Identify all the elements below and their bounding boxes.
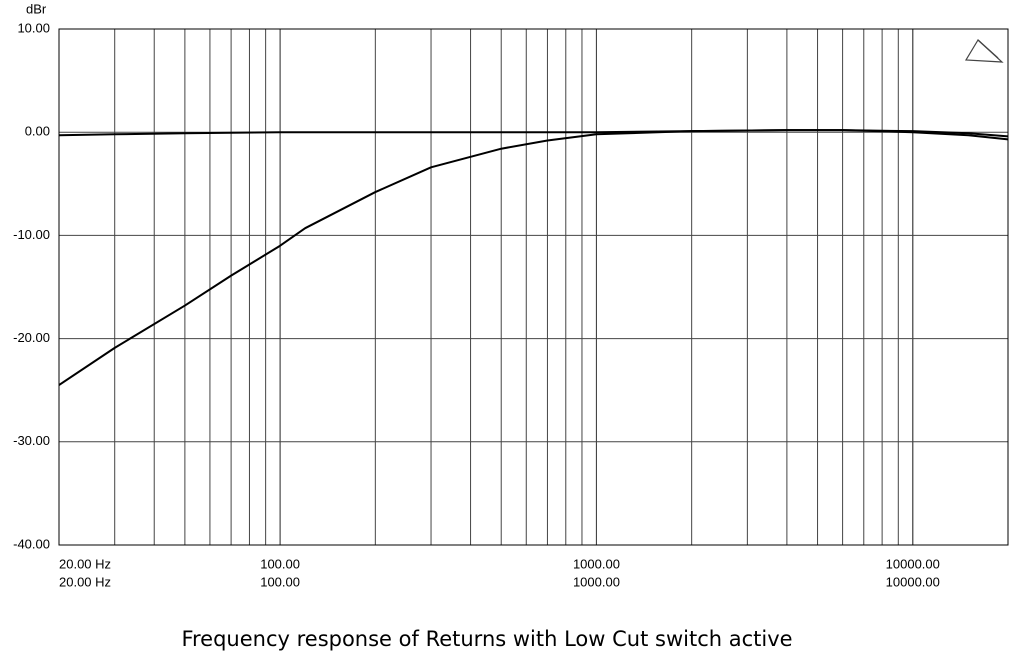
x-tick-label: 10000.00: [886, 556, 940, 571]
x-tick-label: 1000.00: [573, 556, 620, 571]
y-tick-label: -20.00: [13, 330, 50, 345]
y-axis-label: dBr: [26, 1, 47, 16]
series-line: [58, 129, 1009, 386]
x-tick-label-secondary: 100.00: [260, 574, 300, 589]
x-tick-label-secondary: 1000.00: [573, 574, 620, 589]
x-tick-label-secondary: 10000.00: [886, 574, 940, 589]
x-tick-label: 20.00 Hz: [59, 556, 111, 571]
y-tick-label: 0.00: [25, 124, 50, 139]
grid: [58, 28, 1008, 546]
x-tick-label: 100.00: [260, 556, 300, 571]
chart-title: Frequency response of Returns with Low C…: [181, 627, 792, 651]
y-tick-label: -10.00: [13, 227, 50, 242]
y-tick-label: -40.00: [13, 536, 50, 551]
plot-frame: [58, 28, 1009, 546]
y-tick-label: 10.00: [17, 20, 50, 35]
ap-logo: [964, 39, 1004, 63]
y-tick-label: -30.00: [13, 433, 50, 448]
x-tick-label-secondary: 20.00 Hz: [59, 574, 111, 589]
